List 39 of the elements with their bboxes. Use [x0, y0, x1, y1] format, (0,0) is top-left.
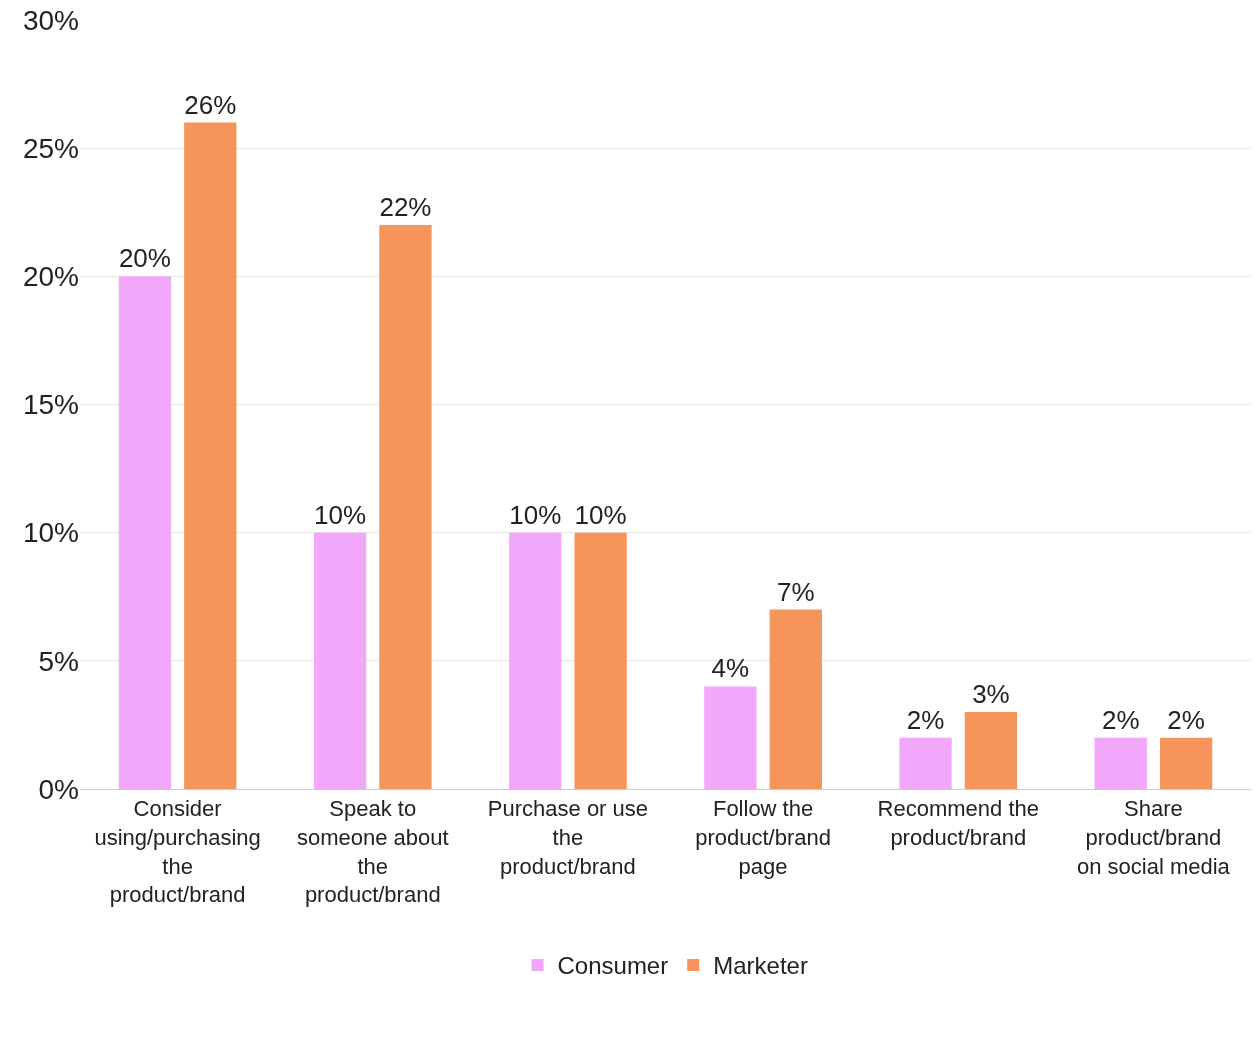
y-tick-label: 20%	[22, 261, 79, 293]
data-label: 10%	[314, 499, 367, 530]
y-tick-label: 10%	[22, 517, 79, 549]
bar	[704, 686, 757, 789]
y-tick-label: 15%	[22, 389, 79, 421]
data-label: 7%	[776, 576, 815, 607]
y-tick-label: 30%	[22, 4, 79, 36]
bar	[379, 225, 432, 789]
bar	[1094, 737, 1147, 789]
data-label: 2%	[1167, 704, 1205, 735]
data-label: 4%	[711, 653, 750, 684]
bar	[1159, 737, 1213, 789]
bar	[769, 609, 822, 789]
legend-label: Consumer	[557, 952, 669, 980]
x-tick-label: Consider using/purchasing the product/brand	[94, 796, 261, 908]
bar	[184, 122, 237, 789]
x-tick-label: Purchase or use the product/brand	[487, 796, 649, 879]
bar	[899, 737, 952, 789]
data-label: 10%	[574, 499, 627, 530]
data-label: 3%	[972, 679, 1010, 710]
x-tick-label: Follow the product/brand page	[695, 796, 831, 879]
data-label: 2%	[1101, 704, 1140, 735]
y-tick-label: 5%	[38, 645, 79, 677]
y-tick-label: 0%	[38, 773, 79, 805]
bar	[574, 532, 627, 789]
data-label: 10%	[509, 499, 562, 530]
bar	[509, 532, 562, 789]
bar	[313, 532, 367, 789]
bar	[118, 276, 172, 789]
data-label: 20%	[118, 243, 171, 274]
bar	[964, 712, 1018, 789]
data-label: 2%	[906, 704, 945, 735]
x-tick-label: Speak to someone about the product/brand	[296, 796, 449, 908]
x-tick-label: Recommend the product/brand	[877, 796, 1039, 850]
x-tick-label: Share product/brand on social media	[1076, 796, 1231, 879]
legend-label: Marketer	[713, 952, 808, 980]
data-label: 26%	[184, 89, 237, 120]
y-tick-label: 25%	[22, 132, 79, 164]
data-label: 22%	[379, 192, 432, 223]
